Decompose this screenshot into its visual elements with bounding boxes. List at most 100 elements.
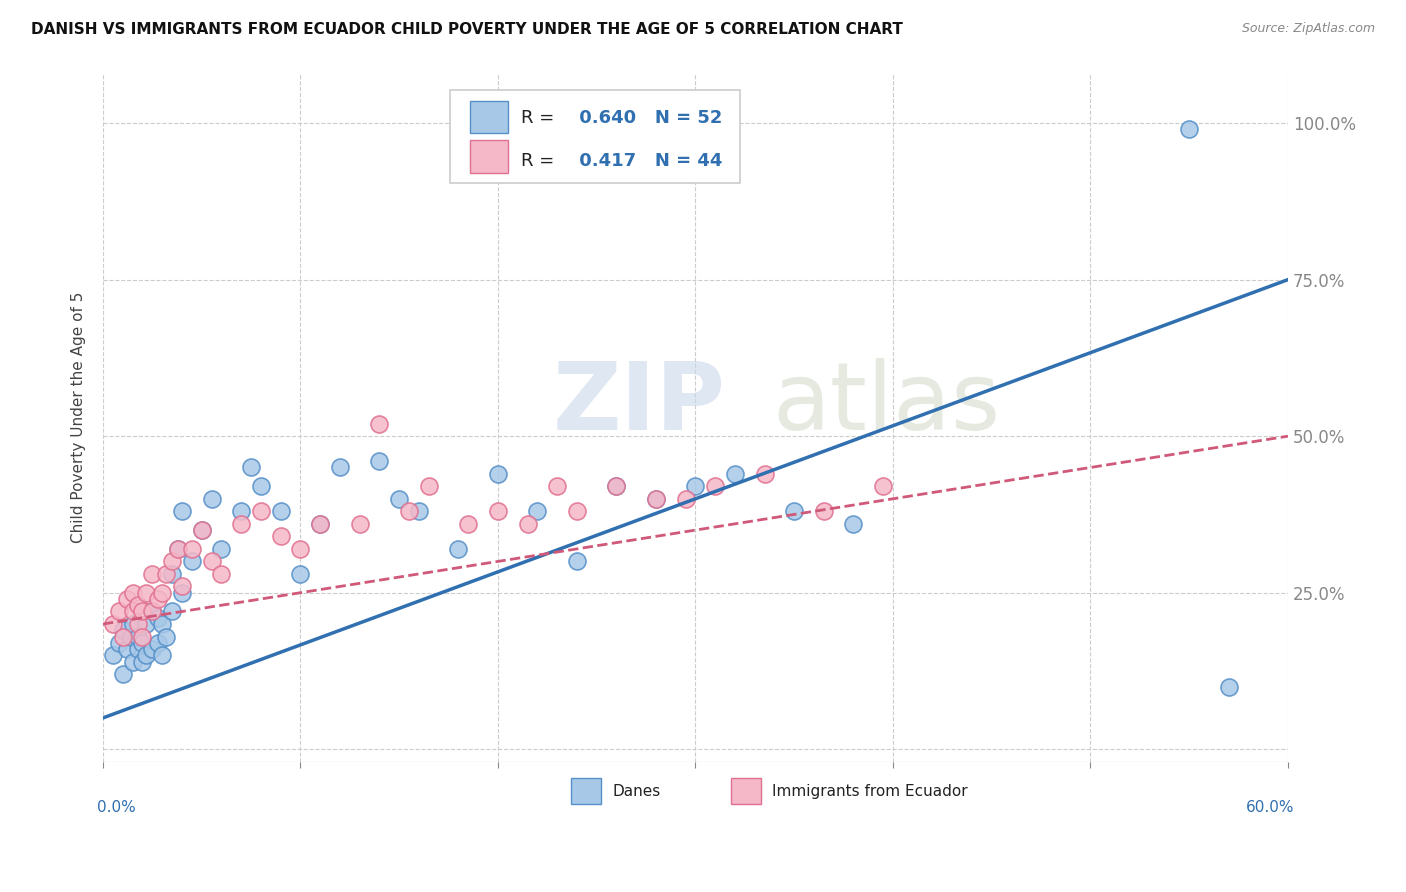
Point [1178,122,1201,136]
Point [645,491,668,506]
Point [526,504,548,518]
FancyBboxPatch shape [450,90,741,183]
Point [447,541,470,556]
Point [170,504,193,518]
Point [813,504,835,518]
Point [565,554,588,568]
Point [250,479,273,493]
Point [418,479,440,493]
Point [121,655,143,669]
Point [190,523,212,537]
Point [270,529,292,543]
Point [1218,680,1240,694]
Point [309,516,332,531]
Point [309,516,332,531]
Bar [571,779,600,805]
Point [131,630,153,644]
Point [200,554,222,568]
Point [150,648,173,663]
Point [170,585,193,599]
Bar [470,101,508,133]
Point [605,479,627,493]
Point [131,655,153,669]
Point [180,554,202,568]
Text: DANISH VS IMMIGRANTS FROM ECUADOR CHILD POVERTY UNDER THE AGE OF 5 CORRELATION C: DANISH VS IMMIGRANTS FROM ECUADOR CHILD … [31,22,903,37]
Text: 0.417   N = 44: 0.417 N = 44 [574,152,723,169]
Point [141,605,163,619]
Text: Immigrants from Ecuador: Immigrants from Ecuador [772,784,969,799]
Point [388,491,411,506]
Point [180,541,202,556]
Point [516,516,538,531]
Text: R =: R = [522,152,560,169]
Point [148,611,170,625]
Point [167,541,190,556]
Point [231,516,253,531]
Point [842,516,865,531]
Point [645,491,668,506]
Point [127,642,149,657]
Point [200,491,222,506]
Point [398,504,420,518]
Text: 0.0%: 0.0% [97,799,136,814]
Point [115,642,138,657]
Point [131,636,153,650]
Point [141,605,163,619]
Point [872,479,894,493]
Point [565,504,588,518]
Point [160,605,183,619]
Point [111,630,134,644]
Point [160,566,183,581]
Point [111,624,134,638]
Y-axis label: Child Poverty Under the Age of 5: Child Poverty Under the Age of 5 [72,292,86,543]
Point [127,630,149,644]
Point [170,579,193,593]
Point [675,491,697,506]
Point [131,605,153,619]
Point [135,585,157,599]
Point [101,617,124,632]
Point [704,479,727,493]
Point [685,479,707,493]
Text: Danes: Danes [613,784,661,799]
Point [115,591,138,606]
Point [290,541,312,556]
Point [150,617,173,632]
Point [107,605,129,619]
Point [486,467,509,481]
Point [270,504,292,518]
Point [605,479,627,493]
Point [141,642,163,657]
Point [250,504,273,518]
Point [155,630,177,644]
Point [231,504,253,518]
Point [120,630,142,644]
Text: atlas: atlas [772,358,1001,450]
Point [127,599,149,613]
Point [724,467,747,481]
Point [101,648,124,663]
Point [135,648,157,663]
Bar [470,140,508,173]
Point [148,591,170,606]
Point [121,585,143,599]
Point [240,460,263,475]
Point [107,636,129,650]
Point [111,667,134,681]
Point [160,554,183,568]
Text: R =: R = [522,109,560,127]
Point [148,636,170,650]
Point [368,454,391,468]
Point [155,566,177,581]
Text: 0.640   N = 52: 0.640 N = 52 [574,109,723,127]
Bar [731,779,761,805]
Point [290,566,312,581]
Point [190,523,212,537]
Point [167,541,190,556]
Point [754,467,776,481]
Text: 60.0%: 60.0% [1246,799,1294,814]
Point [127,617,149,632]
Point [121,617,143,632]
Point [457,516,479,531]
Point [135,617,157,632]
